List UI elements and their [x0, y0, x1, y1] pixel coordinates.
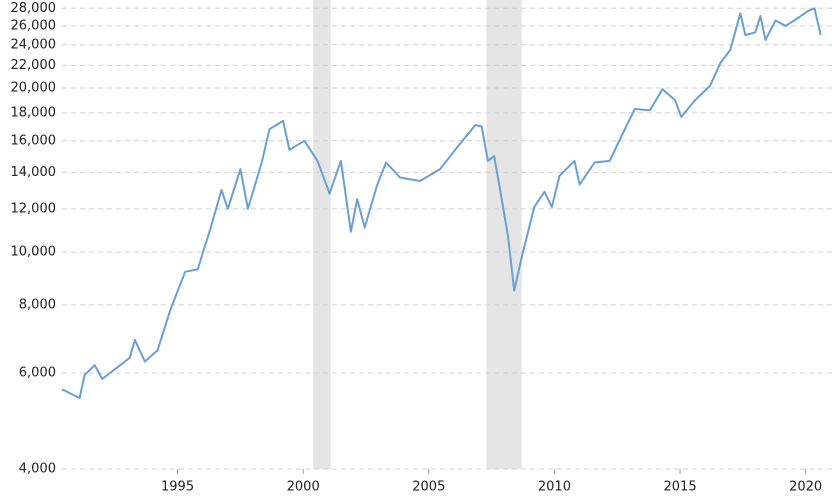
y-tick-label: 20,000: [11, 80, 57, 95]
y-tick-label: 22,000: [11, 58, 57, 73]
recession-band: [486, 0, 522, 469]
y-tick-label: 16,000: [11, 133, 57, 148]
x-tick-label: 2010: [538, 480, 571, 495]
y-tick-label: 24,000: [11, 37, 57, 52]
y-tick-label: 4,000: [19, 462, 56, 477]
y-tick-label: 26,000: [11, 18, 57, 33]
x-tick-label: 2020: [789, 480, 822, 495]
line-series: [61, 7, 822, 399]
y-tick-label: 10,000: [11, 245, 57, 260]
y-tick-label: 8,000: [19, 297, 56, 312]
y-tick-label: 28,000: [11, 1, 57, 16]
y-tick-label: 14,000: [11, 165, 57, 180]
x-tick-label: 2000: [287, 480, 320, 495]
x-tick-label: 1995: [161, 480, 194, 495]
x-tick-label: 2015: [664, 480, 697, 495]
y-tick-label: 18,000: [11, 105, 57, 120]
y-tick-label: 6,000: [19, 366, 56, 381]
recession-band: [313, 0, 331, 469]
x-tick-label: 2005: [412, 480, 445, 495]
y-tick-label: 12,000: [11, 201, 57, 216]
